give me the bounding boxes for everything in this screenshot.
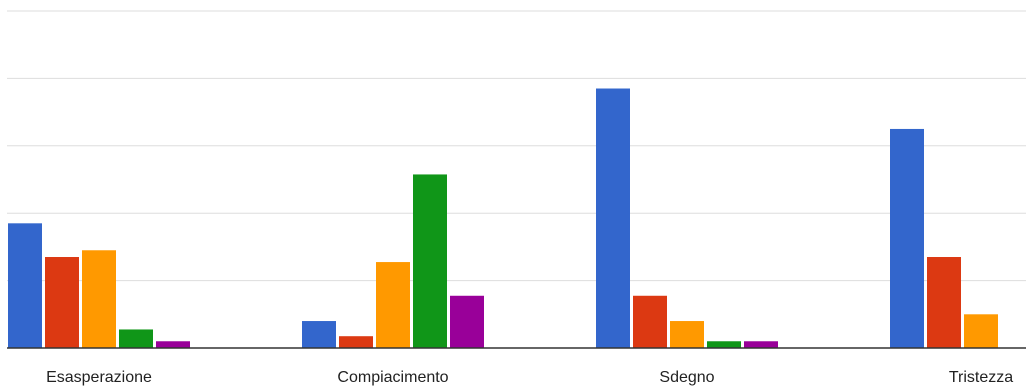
bar: [890, 128, 924, 348]
bar: [8, 223, 42, 348]
bar: [744, 341, 778, 348]
bar: [596, 88, 630, 348]
category-label: Compiacimento: [337, 369, 448, 386]
bar: [119, 329, 153, 348]
bar: [927, 257, 961, 348]
gridlines: [7, 10, 1026, 282]
bar: [376, 262, 410, 348]
category-label: Esasperazione: [46, 369, 152, 386]
category-labels: Esasperazione Compiacimento Sdegno Tristezz…: [46, 369, 1013, 386]
category-label: Sdegno: [659, 369, 714, 386]
bar: [413, 174, 447, 348]
bar: [707, 341, 741, 348]
bar: [45, 257, 79, 348]
bar: [156, 341, 190, 348]
bar: [450, 295, 484, 348]
bar: [633, 295, 667, 348]
bars: [8, 88, 998, 348]
bar: [82, 250, 116, 348]
category-label: Tristezza: [949, 369, 1013, 386]
bar: [670, 321, 704, 348]
bar: [339, 336, 373, 348]
bar: [302, 321, 336, 348]
bar: [964, 314, 998, 348]
